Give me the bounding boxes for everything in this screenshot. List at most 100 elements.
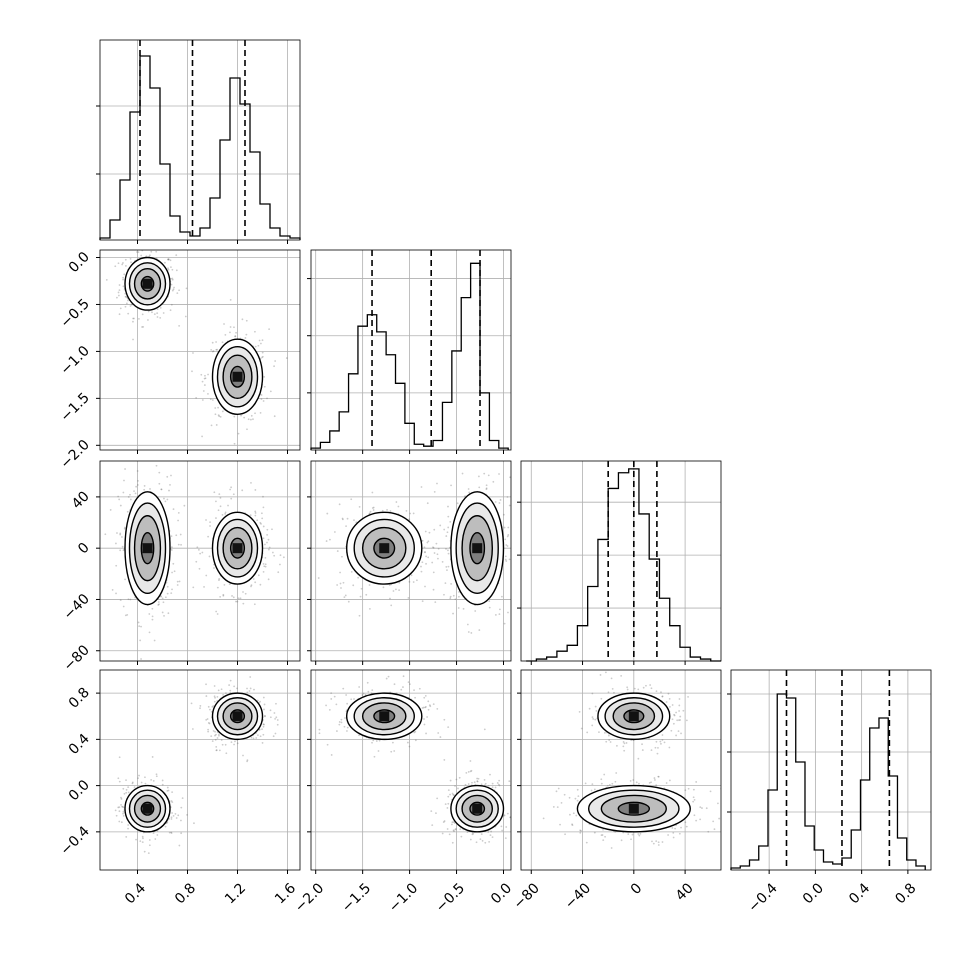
- scatter-point: [211, 740, 214, 743]
- scatter-point: [631, 833, 634, 836]
- scatter-point: [241, 318, 244, 321]
- scatter-point: [213, 695, 216, 698]
- scatter-point: [214, 730, 216, 733]
- scatter-point: [343, 596, 346, 599]
- scatter-point: [163, 614, 165, 617]
- scatter-point: [507, 611, 509, 614]
- scatter-point: [435, 812, 437, 815]
- scatter-point: [148, 839, 151, 841]
- scatter-point: [170, 592, 173, 595]
- scatter-point: [427, 700, 430, 703]
- scatter-point: [444, 582, 447, 585]
- scatter-point: [577, 795, 580, 797]
- scatter-point: [649, 684, 652, 686]
- scatter-point: [450, 583, 453, 585]
- scatter-point: [446, 828, 449, 830]
- histogram-steps: [99, 55, 301, 240]
- scatter-point: [481, 839, 484, 842]
- scatter-point: [353, 698, 355, 700]
- scatter-point: [122, 806, 124, 808]
- scatter-point: [118, 806, 121, 809]
- scatter-point: [623, 742, 626, 745]
- scatter-point: [513, 817, 515, 819]
- scatter-point: [127, 299, 129, 302]
- scatter-point: [452, 594, 455, 597]
- scatter-point: [167, 268, 170, 271]
- scatter-point: [176, 580, 179, 583]
- scatter-point: [176, 584, 179, 586]
- scatter-point: [668, 779, 671, 782]
- scatter-point: [447, 789, 450, 791]
- scatter-point: [340, 721, 343, 724]
- scatter-point: [121, 536, 123, 538]
- scatter-point: [267, 548, 270, 551]
- scatter-point: [608, 739, 611, 741]
- scatter-point: [124, 614, 127, 617]
- scatter-point: [408, 518, 411, 521]
- scatter-point: [204, 374, 206, 377]
- scatter-point: [277, 571, 280, 574]
- scatter-point: [173, 570, 176, 573]
- scatter-point: [235, 331, 237, 334]
- scatter-point: [514, 802, 516, 804]
- scatter-point: [124, 295, 127, 298]
- scatter-point: [661, 841, 664, 843]
- scatter-point: [115, 814, 118, 817]
- scatter-point: [123, 527, 126, 530]
- scatter-point: [122, 549, 125, 552]
- scatter-point: [136, 470, 139, 472]
- scatter-point: [436, 797, 439, 800]
- scatter-point: [245, 333, 248, 336]
- scatter-point: [478, 486, 481, 489]
- scatter-point: [257, 574, 260, 577]
- scatter-point: [136, 251, 138, 253]
- scatter-point: [220, 739, 223, 741]
- scatter-point: [424, 530, 427, 533]
- scatter-point: [498, 779, 501, 782]
- scatter-point: [609, 741, 612, 743]
- scatter-point: [352, 584, 355, 587]
- scatter-point: [346, 702, 349, 705]
- scatter-point: [427, 556, 430, 559]
- scatter-point: [692, 796, 695, 799]
- scatter-point: [242, 591, 244, 593]
- scatter-point: [502, 513, 505, 516]
- scatter-point: [607, 734, 610, 737]
- scatter-point: [215, 733, 217, 736]
- scatter-point: [266, 528, 269, 531]
- scatter-point: [213, 685, 216, 687]
- scatter-point: [220, 688, 223, 691]
- scatter-point: [423, 546, 426, 549]
- density-peak: [379, 543, 390, 554]
- scatter-point: [218, 749, 221, 752]
- scatter-point: [207, 373, 209, 376]
- scatter-point: [648, 737, 650, 740]
- scatter-point: [433, 490, 436, 493]
- scatter-point: [333, 695, 336, 698]
- scatter-point: [423, 723, 426, 726]
- scatter-point: [469, 760, 472, 762]
- scatter-point: [207, 705, 210, 708]
- scatter-point: [423, 718, 425, 720]
- scatter-point: [180, 832, 183, 835]
- scatter-point: [168, 489, 170, 492]
- scatter-point: [620, 839, 623, 842]
- scatter-point: [498, 502, 501, 504]
- scatter-point: [122, 276, 124, 279]
- scatter-point: [353, 519, 355, 522]
- scatter-point: [151, 618, 154, 621]
- scatter-point: [458, 591, 460, 593]
- scatter-point: [433, 552, 436, 554]
- scatter-point: [498, 784, 501, 787]
- scatter-point: [682, 709, 685, 712]
- scatter-point: [592, 718, 595, 720]
- scatter-point: [111, 589, 114, 591]
- scatter-point: [191, 728, 194, 730]
- x-tick-label: −1.0: [386, 880, 421, 915]
- scatter-point: [236, 742, 239, 745]
- scatter-point: [371, 507, 374, 509]
- scatter-point: [222, 693, 225, 696]
- scatter-point: [233, 415, 236, 418]
- scatter-point: [126, 510, 129, 513]
- scatter-point: [505, 560, 508, 562]
